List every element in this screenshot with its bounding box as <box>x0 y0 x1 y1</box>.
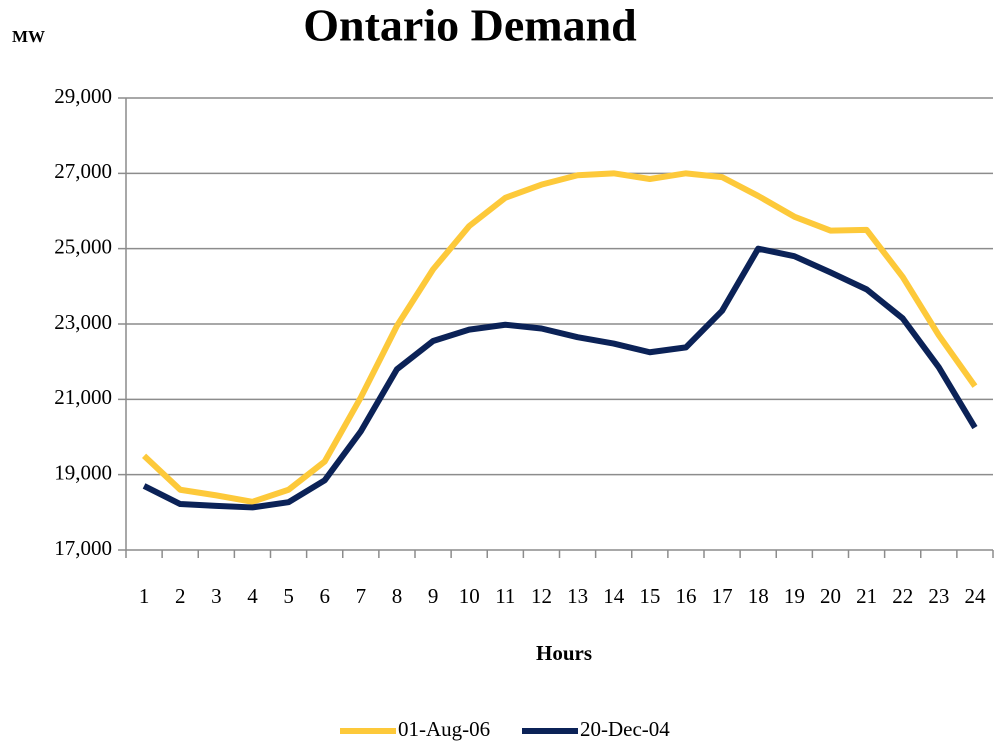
y-tick-label: 19,000 <box>54 460 112 484</box>
y-tick-label: 21,000 <box>54 385 112 409</box>
x-tick-label: 24 <box>964 584 986 608</box>
x-tick-label: 17 <box>712 584 733 608</box>
y-tick-label: 17,000 <box>54 536 112 560</box>
x-tick-label: 5 <box>283 584 294 608</box>
y-tick-label: 27,000 <box>54 159 112 183</box>
x-tick-label: 2 <box>175 584 186 608</box>
y-tick-label: 25,000 <box>54 234 112 258</box>
y-axis-label: MW <box>12 27 45 46</box>
x-tick-label: 11 <box>495 584 515 608</box>
x-tick-label: 8 <box>392 584 403 608</box>
x-tick-label: 16 <box>675 584 696 608</box>
x-tick-label: 22 <box>892 584 913 608</box>
x-axis-label: Hours <box>536 641 592 665</box>
x-tick-label: 10 <box>459 584 480 608</box>
y-tick-label: 29,000 <box>54 84 112 108</box>
x-tick-label: 7 <box>356 584 367 608</box>
x-tick-label: 15 <box>639 584 660 608</box>
legend-label: 01-Aug-06 <box>398 717 490 741</box>
x-tick-label: 21 <box>856 584 877 608</box>
chart-title: Ontario Demand <box>303 0 637 51</box>
series-line <box>142 245 978 511</box>
x-tick-label: 14 <box>603 584 625 608</box>
y-tick-label: 23,000 <box>54 310 112 334</box>
x-tick-label: 4 <box>247 584 258 608</box>
series-line <box>142 170 978 505</box>
x-tick-label: 6 <box>319 584 330 608</box>
x-tick-label: 9 <box>428 584 439 608</box>
x-tick-label: 19 <box>784 584 805 608</box>
x-tick-label: 23 <box>928 584 949 608</box>
x-tick-label: 18 <box>748 584 769 608</box>
x-tick-label: 12 <box>531 584 552 608</box>
x-tick-label: 3 <box>211 584 222 608</box>
x-tick-label: 20 <box>820 584 841 608</box>
legend-label: 20-Dec-04 <box>580 717 670 741</box>
x-tick-label: 1 <box>139 584 150 608</box>
x-tick-label: 13 <box>567 584 588 608</box>
